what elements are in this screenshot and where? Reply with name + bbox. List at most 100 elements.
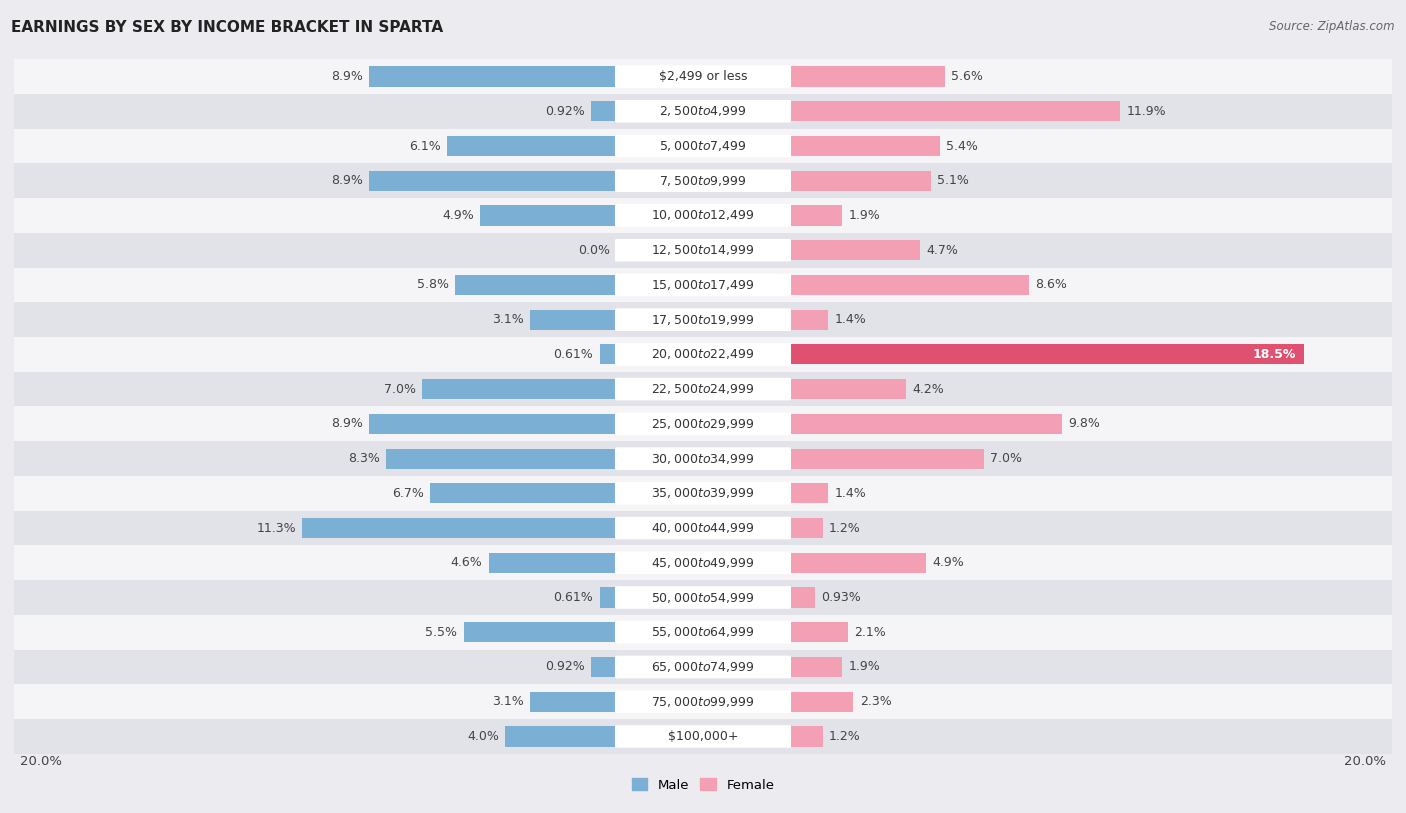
- Bar: [790, 171, 931, 191]
- Text: 5.8%: 5.8%: [418, 278, 449, 291]
- Text: $12,500 to $14,999: $12,500 to $14,999: [651, 243, 755, 257]
- Text: $75,000 to $99,999: $75,000 to $99,999: [651, 694, 755, 709]
- Bar: [0, 372, 1406, 406]
- Text: $2,499 or less: $2,499 or less: [659, 70, 747, 83]
- Bar: [530, 310, 616, 330]
- Text: 0.92%: 0.92%: [546, 660, 585, 673]
- Bar: [0, 302, 1406, 337]
- Text: $40,000 to $44,999: $40,000 to $44,999: [651, 521, 755, 535]
- Bar: [0, 441, 1406, 476]
- Text: 3.1%: 3.1%: [492, 695, 524, 708]
- Text: 4.6%: 4.6%: [451, 556, 482, 569]
- Bar: [0, 719, 1406, 754]
- Bar: [790, 275, 1029, 295]
- Bar: [422, 379, 616, 399]
- Text: $45,000 to $49,999: $45,000 to $49,999: [651, 556, 755, 570]
- Bar: [790, 310, 828, 330]
- Bar: [790, 67, 945, 87]
- Bar: [790, 726, 823, 746]
- Bar: [591, 657, 616, 677]
- Bar: [790, 483, 828, 503]
- Text: 6.1%: 6.1%: [409, 140, 440, 153]
- Bar: [0, 59, 1406, 94]
- Bar: [0, 546, 1406, 580]
- Bar: [0, 94, 1406, 128]
- Bar: [599, 345, 616, 364]
- Bar: [505, 726, 616, 746]
- Text: 5.4%: 5.4%: [946, 140, 977, 153]
- Text: 11.9%: 11.9%: [1126, 105, 1166, 118]
- Text: $17,500 to $19,999: $17,500 to $19,999: [651, 313, 755, 327]
- Text: 0.0%: 0.0%: [578, 244, 610, 257]
- FancyBboxPatch shape: [614, 204, 792, 227]
- Text: $35,000 to $39,999: $35,000 to $39,999: [651, 486, 755, 500]
- Bar: [0, 128, 1406, 163]
- FancyBboxPatch shape: [614, 621, 792, 644]
- FancyBboxPatch shape: [614, 274, 792, 296]
- FancyBboxPatch shape: [614, 412, 792, 435]
- Bar: [599, 588, 616, 607]
- Text: 1.9%: 1.9%: [848, 209, 880, 222]
- Text: 2.1%: 2.1%: [853, 626, 886, 639]
- Text: 0.61%: 0.61%: [554, 591, 593, 604]
- Bar: [790, 136, 939, 156]
- FancyBboxPatch shape: [614, 586, 792, 609]
- FancyBboxPatch shape: [614, 551, 792, 574]
- Text: 9.8%: 9.8%: [1069, 417, 1099, 430]
- FancyBboxPatch shape: [614, 517, 792, 539]
- Text: 20.0%: 20.0%: [20, 755, 62, 768]
- Text: $5,000 to $7,499: $5,000 to $7,499: [659, 139, 747, 153]
- Text: $15,000 to $17,499: $15,000 to $17,499: [651, 278, 755, 292]
- Bar: [790, 518, 823, 538]
- Text: $30,000 to $34,999: $30,000 to $34,999: [651, 451, 755, 466]
- Text: 6.7%: 6.7%: [392, 487, 425, 500]
- FancyBboxPatch shape: [614, 239, 792, 262]
- Bar: [790, 449, 984, 468]
- Bar: [530, 692, 616, 711]
- Bar: [790, 553, 925, 573]
- Text: $50,000 to $54,999: $50,000 to $54,999: [651, 590, 755, 605]
- Bar: [790, 102, 1121, 121]
- Text: 8.6%: 8.6%: [1035, 278, 1067, 291]
- Bar: [790, 345, 1303, 364]
- FancyBboxPatch shape: [614, 725, 792, 748]
- Text: EARNINGS BY SEX BY INCOME BRACKET IN SPARTA: EARNINGS BY SEX BY INCOME BRACKET IN SPA…: [11, 20, 443, 35]
- Bar: [0, 233, 1406, 267]
- Text: 8.9%: 8.9%: [330, 174, 363, 187]
- FancyBboxPatch shape: [614, 690, 792, 713]
- Text: 4.7%: 4.7%: [927, 244, 959, 257]
- Text: 1.9%: 1.9%: [848, 660, 880, 673]
- Text: 4.2%: 4.2%: [912, 383, 945, 396]
- Legend: Male, Female: Male, Female: [626, 773, 780, 797]
- Text: 8.3%: 8.3%: [347, 452, 380, 465]
- Text: 11.3%: 11.3%: [256, 522, 297, 535]
- Text: 1.4%: 1.4%: [835, 487, 866, 500]
- Bar: [0, 580, 1406, 615]
- Bar: [790, 692, 853, 711]
- Bar: [302, 518, 616, 538]
- Bar: [790, 414, 1062, 434]
- Bar: [0, 198, 1406, 233]
- FancyBboxPatch shape: [614, 482, 792, 505]
- Bar: [0, 615, 1406, 650]
- Text: $25,000 to $29,999: $25,000 to $29,999: [651, 417, 755, 431]
- Text: 4.9%: 4.9%: [932, 556, 963, 569]
- Bar: [0, 406, 1406, 441]
- Text: 1.4%: 1.4%: [835, 313, 866, 326]
- FancyBboxPatch shape: [614, 135, 792, 158]
- Bar: [0, 337, 1406, 372]
- Text: $55,000 to $64,999: $55,000 to $64,999: [651, 625, 755, 639]
- FancyBboxPatch shape: [614, 65, 792, 88]
- Text: 0.93%: 0.93%: [821, 591, 862, 604]
- Text: 7.0%: 7.0%: [384, 383, 416, 396]
- Bar: [790, 588, 815, 607]
- Bar: [385, 449, 616, 468]
- Text: 0.92%: 0.92%: [546, 105, 585, 118]
- FancyBboxPatch shape: [614, 378, 792, 401]
- Text: 4.0%: 4.0%: [467, 730, 499, 743]
- Bar: [447, 136, 616, 156]
- Bar: [790, 206, 842, 225]
- Text: 18.5%: 18.5%: [1253, 348, 1296, 361]
- FancyBboxPatch shape: [614, 308, 792, 331]
- Bar: [464, 622, 616, 642]
